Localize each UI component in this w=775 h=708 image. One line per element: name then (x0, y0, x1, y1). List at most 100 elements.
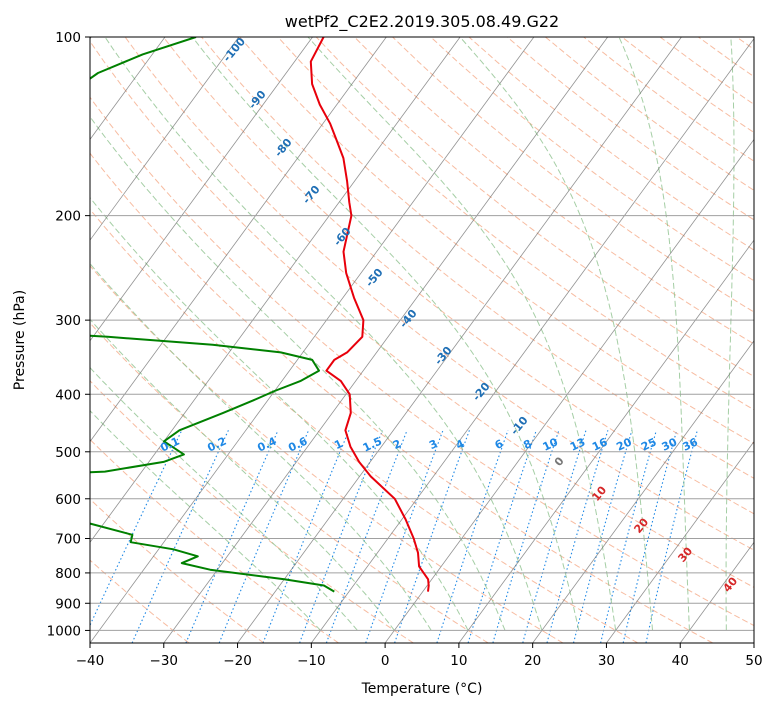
x-tick-label: 40 (672, 653, 689, 669)
dry-adiabat-line (430, 37, 754, 282)
y-axis-title: Pressure (hPa) (12, 290, 28, 390)
mixing-ratio-line (546, 430, 609, 643)
dry-adiabat-label: 10 (589, 483, 609, 503)
dry-adiabat-line (90, 40, 754, 588)
dry-adiabat-label: 20 (631, 515, 651, 535)
line-labels: -100-90-80-70-60-50-40-30-20-10010203040… (158, 37, 740, 595)
mixing-ratio-line (600, 430, 657, 643)
mixing-ratio-label: 4 (454, 437, 467, 452)
dry-adiabat-label: -40 (397, 307, 420, 331)
x-tick-label: 30 (598, 653, 615, 669)
moist-adiabat-line (90, 410, 321, 631)
moist-adiabat-line (192, 37, 580, 631)
x-axis-ticks: −40 −30 −20 −10 0 10 20 30 40 50 (76, 643, 763, 669)
dry-adiabat-line (90, 322, 489, 643)
isotherm-line (90, 37, 461, 543)
y-tick-label: 700 (55, 532, 81, 548)
dry-adiabat-line (90, 438, 339, 643)
chart-title: wetPf2_C2E2.2019.305.08.49.G22 (285, 12, 559, 32)
y-tick-label: 400 (55, 387, 81, 403)
mixing-ratio-line (218, 430, 310, 643)
x-tick-label: 10 (450, 653, 467, 669)
dry-adiabat-line (736, 37, 754, 50)
y-axis-ticks: 100 200 300 400 500 600 700 800 900 1000 (47, 30, 90, 639)
mixing-ratio-label: 30 (660, 435, 680, 453)
dry-adiabat-line (90, 498, 265, 643)
moist-adiabat-line (725, 37, 735, 631)
y-tick-label: 200 (55, 209, 81, 225)
isotherm-line (311, 38, 754, 643)
isobar-lines (90, 37, 754, 631)
moist-adiabat-line (307, 37, 617, 631)
mixing-ratio-line (365, 430, 444, 643)
dry-adiabat-line (90, 152, 713, 643)
isotherm-line (384, 138, 754, 643)
mixing-ratio-label: 6 (493, 437, 506, 452)
dry-adiabat-label: 0 (552, 454, 567, 468)
y-tick-label: 500 (55, 445, 81, 461)
dry-adiabat-line (545, 37, 754, 191)
plot-frame (89, 36, 755, 644)
mixing-ratio-lines (90, 430, 698, 643)
dry-adiabat-label: 40 (720, 574, 740, 594)
dry-adiabat-label: 30 (675, 544, 695, 564)
isotherm-line (237, 37, 682, 643)
dry-adiabat-line (90, 208, 639, 643)
mixing-ratio-label: 20 (614, 435, 634, 453)
mixing-ratio-line (467, 430, 537, 643)
dry-adiabat-line (90, 559, 190, 643)
dry-adiabat-label: -80 (272, 136, 295, 160)
moist-adiabat-line (618, 37, 690, 631)
mixing-ratio-label: 25 (639, 435, 658, 453)
moist-adiabat-line (90, 366, 358, 631)
dry-adiabat-label: -60 (331, 225, 354, 249)
temperature-profile-line (309, 37, 430, 592)
isotherm-line (163, 37, 608, 643)
isotherm-line (606, 440, 754, 643)
mixing-ratio-line (394, 430, 470, 643)
isotherm-line (90, 37, 535, 643)
isotherm-line (90, 37, 166, 141)
isotherm-line (532, 340, 754, 643)
dry-adiabat-line (201, 37, 754, 479)
dry-adiabat-label: -10 (508, 414, 531, 438)
plot-area: -100-90-80-70-60-50-40-30-20-10010203040… (90, 37, 754, 643)
x-tick-label: −30 (150, 653, 179, 669)
isotherm-line (458, 239, 754, 643)
dry-adiabat-line (90, 265, 564, 643)
mixing-ratio-label: 36 (680, 435, 700, 453)
x-tick-label: −20 (223, 653, 252, 669)
mixing-ratio-line (436, 430, 509, 643)
dry-adiabat-line (90, 380, 414, 643)
dry-adiabat-lines (90, 37, 754, 643)
x-axis-title: Temperature (°C) (361, 681, 483, 697)
mixing-ratio-line (325, 430, 408, 643)
mixing-ratio-label: 16 (590, 435, 610, 453)
x-tick-label: 20 (524, 653, 541, 669)
dry-adiabat-line (315, 37, 754, 378)
y-tick-label: 100 (55, 30, 81, 46)
mixing-ratio-line (492, 430, 560, 643)
moist-adiabat-line (459, 37, 653, 631)
mixing-ratio-label: 10 (541, 435, 561, 453)
isotherm-line (90, 37, 313, 342)
x-tick-label: −40 (76, 653, 105, 669)
x-tick-label: 50 (745, 653, 762, 669)
moist-adiabat-line (90, 115, 506, 631)
profile-series (90, 37, 430, 593)
mixing-ratio-line (622, 430, 678, 643)
y-tick-label: 300 (55, 313, 81, 329)
mixing-ratio-label: 3 (427, 437, 439, 452)
mixing-ratio-line (262, 430, 350, 643)
mixing-ratio-label: 13 (568, 435, 587, 453)
dry-adiabat-line (90, 96, 754, 627)
y-tick-label: 900 (55, 596, 81, 612)
mixing-ratio-line (572, 430, 633, 643)
dry-adiabat-label: -50 (363, 266, 386, 290)
isotherm-line (90, 37, 240, 241)
moist-adiabat-line (90, 262, 432, 631)
moist-adiabat-lines (90, 37, 735, 631)
isotherm-line (753, 642, 754, 643)
dry-adiabat-line (392, 37, 754, 313)
moist-adiabat-line (90, 318, 395, 631)
